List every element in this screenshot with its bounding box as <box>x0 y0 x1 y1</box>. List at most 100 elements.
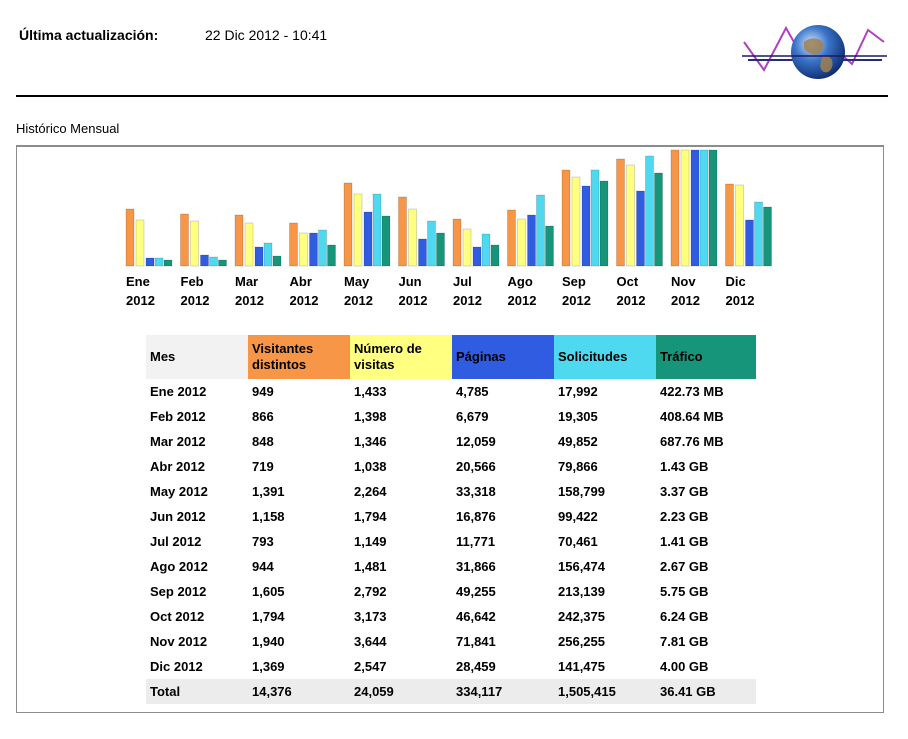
x-tick-year: 2012 <box>562 293 591 308</box>
table-cell: 1,391 <box>252 484 285 499</box>
table-cell: 158,799 <box>558 484 605 499</box>
x-tick-year: 2012 <box>344 293 373 308</box>
x-tick-year: 2012 <box>508 293 537 308</box>
table-cell: 4,785 <box>456 384 489 399</box>
bar-2-jul <box>462 228 472 267</box>
table-cell: 2.23 GB <box>660 509 709 524</box>
table-cell: 28,459 <box>456 659 496 674</box>
bar-2-dic <box>735 184 744 267</box>
bar-5-mar <box>272 255 282 267</box>
bar-2-oct <box>626 164 635 267</box>
bar-1-jul <box>452 218 462 267</box>
x-tick-month: Sep <box>562 274 586 289</box>
header-divider <box>16 95 888 97</box>
bar-1-may <box>343 182 353 267</box>
table-cell: Dic 2012 <box>150 659 203 674</box>
x-tick-month: Oct <box>617 274 639 289</box>
bar-5-oct <box>654 172 663 267</box>
globe-graph-logo-icon <box>742 25 887 79</box>
table-cell: Mar 2012 <box>150 434 206 449</box>
table-cell: 16,876 <box>456 509 496 524</box>
bar-4-oct <box>645 155 654 267</box>
bar-2-nov <box>680 149 690 267</box>
bar-3-jul <box>472 246 482 267</box>
bar-4-mar <box>263 242 273 267</box>
table-cell: 11,771 <box>456 534 496 549</box>
table-row: Ago 2012 944 1,481 31,866 156,474 2.67 GB <box>146 554 756 579</box>
bar-5-abr <box>327 244 336 267</box>
x-tick-year: 2012 <box>399 293 428 308</box>
bar-1-feb <box>180 213 189 267</box>
col-header-2: Número de visitas <box>350 335 452 379</box>
table-cell: 71,841 <box>456 634 496 649</box>
bar-4-jul <box>481 233 491 267</box>
x-tick-month: Feb <box>181 274 204 289</box>
x-tick-month: Ene <box>126 274 150 289</box>
table-cell: 4.00 GB <box>660 659 709 674</box>
bar-1-sep <box>561 169 571 267</box>
table-cell: 3.37 GB <box>660 484 709 499</box>
bar-2-may <box>353 193 363 267</box>
bar-1-oct <box>616 158 625 267</box>
bar-4-nov <box>699 149 709 267</box>
table-cell: 408.64 MB <box>660 409 724 424</box>
monthly-stats-table: Mes Visitantes distintos Número de visitas… <box>146 335 756 704</box>
col-header-3: Páginas <box>452 335 554 379</box>
bar-3-sep <box>581 185 591 267</box>
table-cell: 6,679 <box>456 409 489 424</box>
bar-4-jun <box>427 220 436 267</box>
x-tick-month: Ago <box>508 274 533 289</box>
table-cell: Oct 2012 <box>150 609 205 624</box>
table-cell: 1,158 <box>252 509 285 524</box>
table-cell: 156,474 <box>558 559 605 574</box>
bar-4-feb <box>209 256 218 267</box>
table-cell: 944 <box>252 559 274 574</box>
table-cell: 141,475 <box>558 659 605 674</box>
table-cell: Ene 2012 <box>150 384 207 399</box>
bar-3-nov <box>690 149 700 267</box>
table-cell: Jul 2012 <box>150 534 202 549</box>
table-row: Feb 2012 866 1,398 6,679 19,305 408.64 MB <box>146 404 756 429</box>
col-header-0: Mes <box>146 335 248 379</box>
table-cell: 20,566 <box>456 459 496 474</box>
table-cell: 1,794 <box>354 509 387 524</box>
table-row: Abr 2012 719 1,038 20,566 79,866 1.43 GB <box>146 454 756 479</box>
table-cell: 49,255 <box>456 584 496 599</box>
bar-4-ene <box>154 257 164 267</box>
table-cell: 70,461 <box>558 534 598 549</box>
report-header: Última actualización: 22 Dic 2012 - 10:4… <box>0 0 908 96</box>
x-tick-month: Dic <box>726 274 746 289</box>
table-cell: 79,866 <box>558 459 598 474</box>
bar-4-dic <box>754 201 763 267</box>
bar-3-oct <box>636 190 645 267</box>
bar-1-dic <box>725 183 734 267</box>
table-cell: 33,318 <box>456 484 496 499</box>
bar-3-dic <box>745 219 754 267</box>
table-cell: 3,644 <box>354 634 387 649</box>
col-header-4: Solicitudes <box>554 335 656 379</box>
table-cell: 24,059 <box>350 679 452 704</box>
section-title: Histórico Mensual <box>16 121 120 136</box>
x-tick-month: Jun <box>399 274 422 289</box>
table-cell: 7.81 GB <box>660 634 709 649</box>
table-row: Dic 2012 1,369 2,547 28,459 141,475 4.00 GB <box>146 654 756 679</box>
table-cell: 1,605 <box>252 584 285 599</box>
table-cell: 17,992 <box>558 384 598 399</box>
table-cell: May 2012 <box>150 484 208 499</box>
table-cell: 1,398 <box>354 409 387 424</box>
table-cell: 49,852 <box>558 434 598 449</box>
table-cell: Ago 2012 <box>150 559 208 574</box>
table-cell: 1,369 <box>252 659 285 674</box>
table-cell: 12,059 <box>456 434 496 449</box>
table-cell: Sep 2012 <box>150 584 207 599</box>
table-cell: 2,264 <box>354 484 387 499</box>
table-cell: 2.67 GB <box>660 559 709 574</box>
table-cell: 31,866 <box>456 559 496 574</box>
bar-2-mar <box>244 222 254 267</box>
table-row: Mar 2012 848 1,346 12,059 49,852 687.76 MB <box>146 429 756 454</box>
table-cell: 334,117 <box>452 679 554 704</box>
bar-4-sep <box>590 169 600 267</box>
bar-5-jul <box>490 244 500 267</box>
bar-2-ago <box>517 218 526 267</box>
bar-1-jun <box>398 196 407 267</box>
